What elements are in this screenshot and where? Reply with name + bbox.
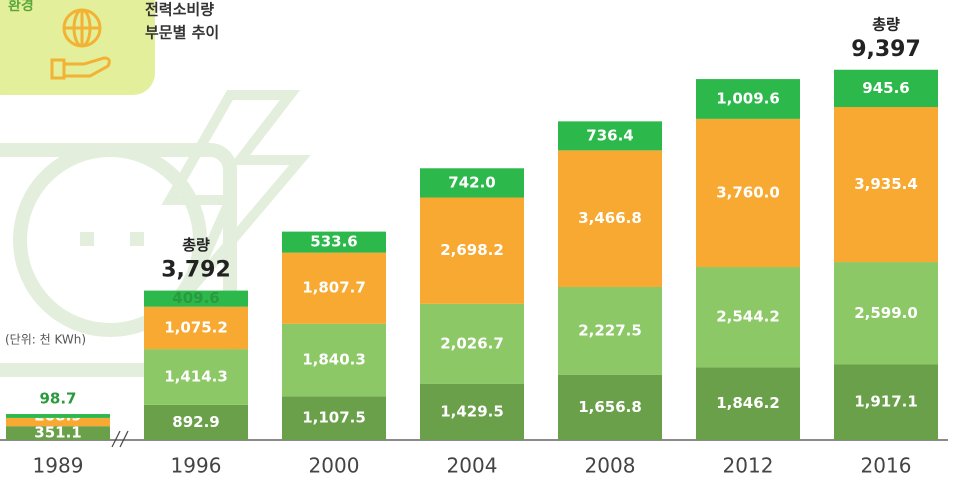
value-label: 1,917.1 <box>854 393 918 411</box>
chart: 환경 전력소비량 부문별 추이 (단위: 천 KWh) 1989351.1208… <box>0 0 956 479</box>
value-label: 533.6 <box>310 233 357 251</box>
x-tick-label: 2012 <box>723 454 774 478</box>
x-tick-label: 2000 <box>309 454 360 478</box>
x-tick-label: 1989 <box>33 454 84 478</box>
value-label: 2,599.0 <box>854 304 918 322</box>
plug-hole <box>80 232 94 246</box>
total-value: 3,792 <box>161 258 231 283</box>
total-label: 총량 <box>182 236 210 254</box>
value-label: 1,840.3 <box>302 351 366 369</box>
value-label: 2,026.7 <box>440 334 504 352</box>
plug-hole <box>130 232 144 246</box>
value-label: 1,009.6 <box>716 89 780 107</box>
value-label: 945.6 <box>862 79 909 97</box>
value-label: 2,227.5 <box>578 321 642 339</box>
value-label: 1,846.2 <box>716 394 780 412</box>
x-tick-label: 2008 <box>585 454 636 478</box>
unit-note: (단위: 천 KWh) <box>5 332 86 347</box>
value-label: 409.6 <box>172 289 219 307</box>
x-tick-label: 1996 <box>171 454 222 478</box>
value-label: 1,414.3 <box>164 367 228 385</box>
total-label: 총량 <box>872 15 900 33</box>
value-label: 1,807.7 <box>302 279 366 297</box>
value-label: 3,935.4 <box>854 175 918 193</box>
value-label: 3,760.0 <box>716 183 780 201</box>
value-label: 3,466.8 <box>578 209 642 227</box>
badge-label: 환경 <box>8 0 34 14</box>
value-label: 1,656.8 <box>578 398 642 416</box>
value-label: 892.9 <box>172 413 219 431</box>
value-label: 351.1 <box>34 424 81 442</box>
value-label: 98.7 <box>39 390 76 408</box>
x-tick-label: 2004 <box>447 454 498 478</box>
title-line: 부문별 추이 <box>145 24 219 42</box>
value-label: 2,544.2 <box>716 308 780 326</box>
total-value: 9,397 <box>851 37 921 62</box>
title-line: 전력소비량 <box>145 1 214 19</box>
value-label: 736.4 <box>586 126 633 144</box>
axis-break <box>112 431 128 447</box>
x-tick-label: 2016 <box>861 454 912 478</box>
value-label: 1,429.5 <box>440 402 504 420</box>
value-label: 1,107.5 <box>302 409 366 427</box>
value-label: 1,075.2 <box>164 318 228 336</box>
value-label: 2,698.2 <box>440 241 504 259</box>
value-label: 742.0 <box>448 173 495 191</box>
bar-segment <box>6 414 110 418</box>
